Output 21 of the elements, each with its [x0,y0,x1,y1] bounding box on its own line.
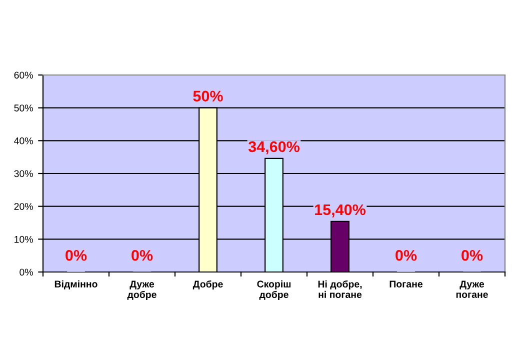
data-label: 50% [193,90,223,102]
x-tick-label: Дуже погане [456,280,488,298]
y-tick-label: 20% [14,203,33,210]
y-tick-label: 50% [14,104,33,112]
x-tick-label: Добре [192,280,223,290]
data-label: 0% [462,250,483,261]
data-label: 34,60% [248,141,300,154]
data-label: 0% [396,250,417,261]
y-tick-label: 10% [14,236,33,243]
x-tick-label: Дуже добре [127,280,156,300]
data-label: 0% [66,250,87,261]
data-label: 0% [132,250,153,261]
y-tick-label: 40% [14,137,33,144]
x-tick-label: Погане [390,280,422,288]
data-label: 15,40% [315,204,366,218]
x-tick-label: Скоріш добре [257,280,291,300]
x-tick-label: Ні добре, ні погане [318,280,362,298]
y-tick-label: 0% [20,268,33,276]
x-tick-label: Відмінно [54,280,98,290]
y-tick-label: 30% [14,170,33,178]
y-tick-label: 60% [14,72,33,79]
